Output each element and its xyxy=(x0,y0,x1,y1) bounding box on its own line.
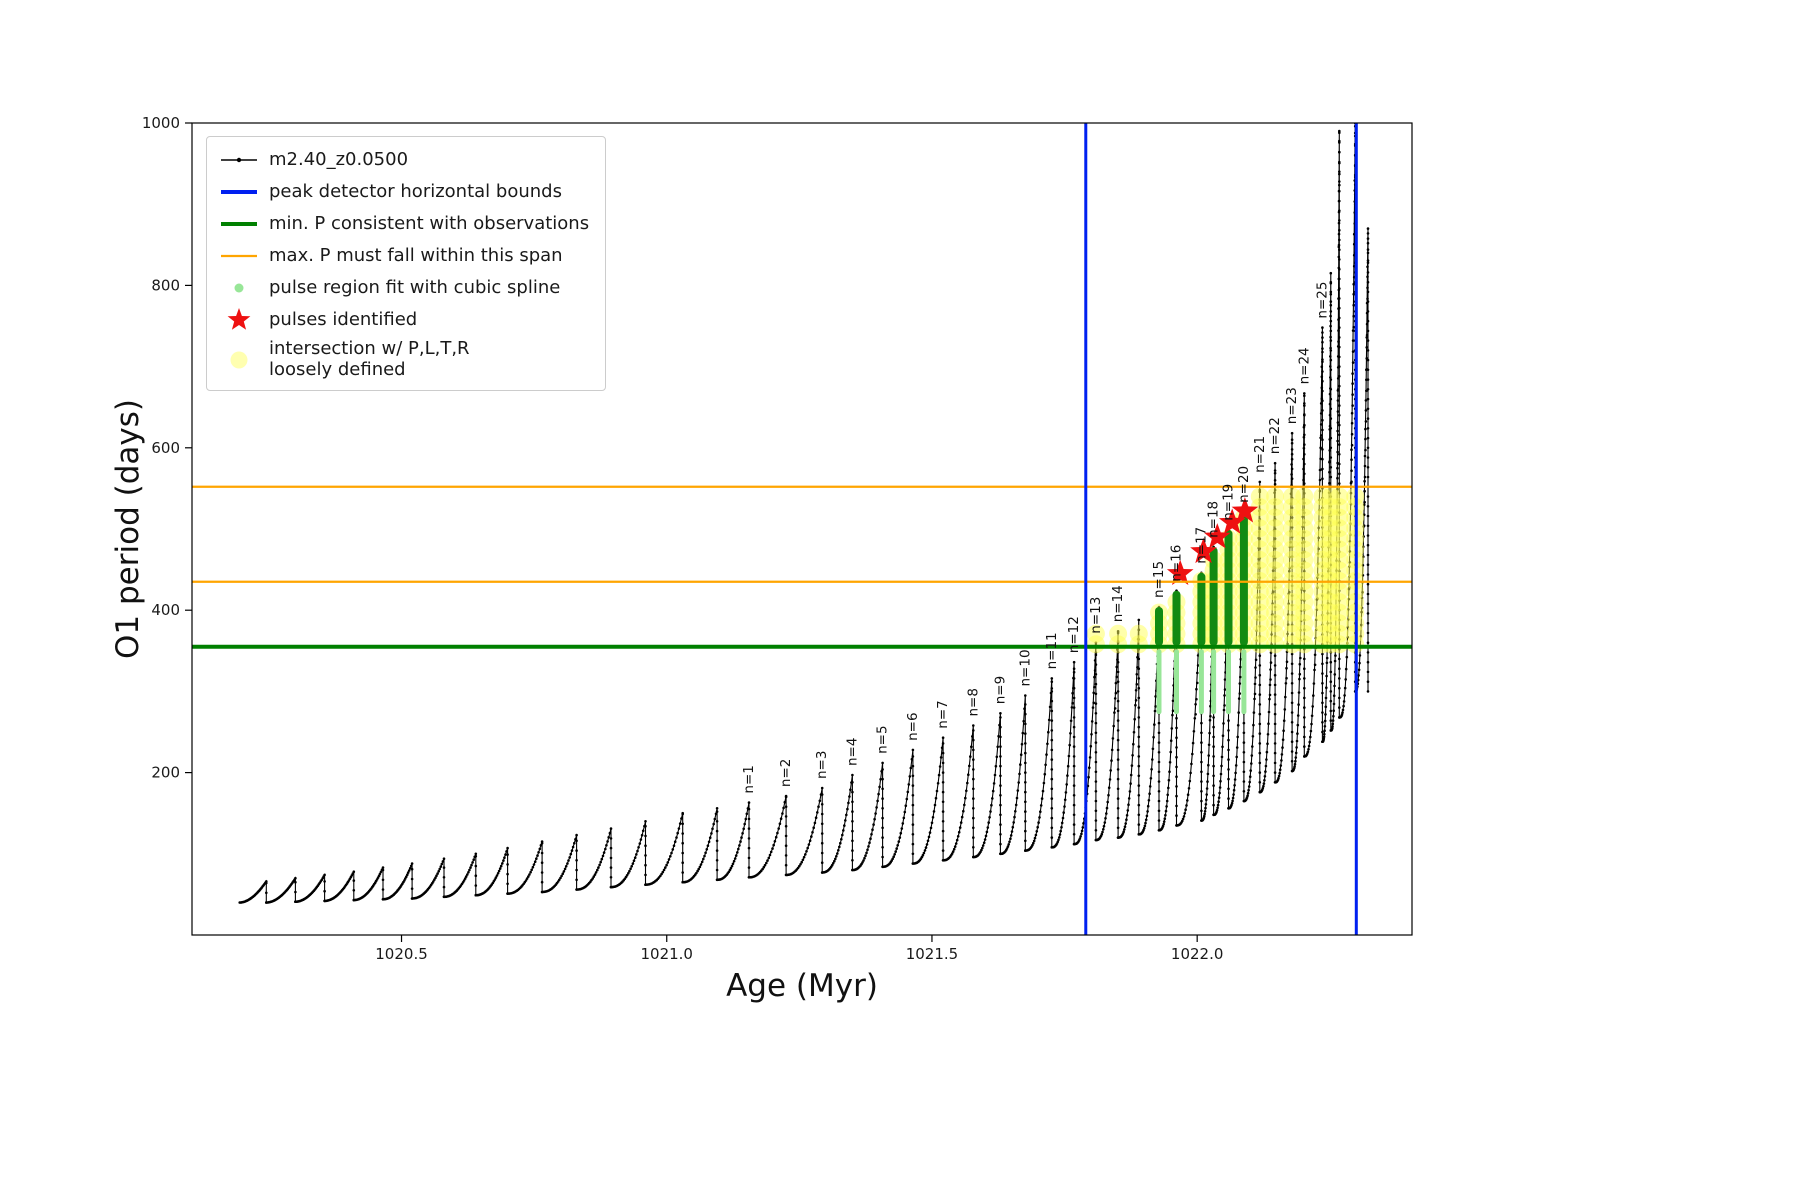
svg-text:n=11: n=11 xyxy=(1044,632,1060,669)
legend-label-4: pulse region fit with cubic spline xyxy=(269,276,561,298)
spline-fit-bars xyxy=(1155,511,1248,646)
svg-text:n=1: n=1 xyxy=(741,765,757,793)
svg-text:400: 400 xyxy=(151,601,180,619)
y-axis-label: O1 period (days) xyxy=(110,399,146,659)
svg-text:n=15: n=15 xyxy=(1151,561,1167,598)
legend-label-1: peak detector horizontal bounds xyxy=(269,180,562,202)
line-swatch-icon xyxy=(219,179,259,205)
svg-text:n=13: n=13 xyxy=(1088,597,1104,634)
svg-text:n=22: n=22 xyxy=(1267,417,1283,454)
svg-text:n=20: n=20 xyxy=(1236,466,1252,503)
svg-text:n=25: n=25 xyxy=(1314,282,1330,319)
line-swatch-icon xyxy=(219,147,259,173)
svg-text:n=7: n=7 xyxy=(935,700,951,728)
svg-text:n=17: n=17 xyxy=(1193,527,1209,564)
svg-text:n=24: n=24 xyxy=(1296,347,1312,384)
svg-text:800: 800 xyxy=(151,276,180,294)
legend-item-4: pulse region fit with cubic spline xyxy=(219,275,589,301)
y-ticks: 200 400 600 800 1000 xyxy=(142,114,192,782)
svg-text:1021.0: 1021.0 xyxy=(640,945,693,963)
legend-item-6: intersection w/ P,L,T,R loosely defined xyxy=(219,338,589,380)
x-axis-label: Age (Myr) xyxy=(726,968,878,1004)
svg-text:n=18: n=18 xyxy=(1206,501,1222,538)
dot-marker-icon xyxy=(219,347,259,373)
svg-text:n=10: n=10 xyxy=(1017,649,1033,686)
legend-item-3: max. P must fall within this span xyxy=(219,243,589,269)
legend-item-2: min. P consistent with observations xyxy=(219,211,589,237)
svg-text:n=16: n=16 xyxy=(1169,545,1185,582)
spline-fit-lower xyxy=(1156,649,1247,715)
svg-text:n=6: n=6 xyxy=(905,712,921,740)
svg-text:n=23: n=23 xyxy=(1284,387,1300,424)
legend-item-0: m2.40_z0.0500 xyxy=(219,147,589,173)
star-icon xyxy=(219,307,259,333)
svg-text:n=21: n=21 xyxy=(1252,436,1268,473)
axes-frame xyxy=(191,122,1413,936)
legend-label-0: m2.40_z0.0500 xyxy=(269,148,409,170)
x-ticks: 1020.5 1021.0 1021.5 1022.0 xyxy=(375,935,1223,963)
legend-label-2: min. P consistent with observations xyxy=(269,212,590,234)
line-swatch-icon xyxy=(219,211,259,237)
svg-text:1000: 1000 xyxy=(142,114,180,132)
svg-text:n=12: n=12 xyxy=(1066,616,1082,653)
legend-item-5: pulses identified xyxy=(219,307,589,333)
svg-text:1021.5: 1021.5 xyxy=(906,945,959,963)
legend-label-5: pulses identified xyxy=(269,308,418,330)
legend-item-1: peak detector horizontal bounds xyxy=(219,179,589,205)
svg-text:200: 200 xyxy=(151,764,180,782)
svg-text:n=8: n=8 xyxy=(965,688,981,716)
svg-text:n=3: n=3 xyxy=(814,751,830,779)
pulse-stars xyxy=(1166,497,1259,585)
svg-text:n=4: n=4 xyxy=(844,738,860,766)
svg-text:n=14: n=14 xyxy=(1110,585,1126,622)
svg-text:1022.0: 1022.0 xyxy=(1171,945,1224,963)
svg-text:n=5: n=5 xyxy=(875,725,891,753)
svg-text:n=19: n=19 xyxy=(1221,484,1237,521)
pulse-number-labels: n=1 n=2 n=3 n=4 n=5 n=6 n=7 n=8 n=9 n=10 n=11 n=12 n… xyxy=(741,282,1330,794)
svg-text:n=2: n=2 xyxy=(778,759,794,787)
svg-text:n=9: n=9 xyxy=(992,676,1008,704)
line-swatch-icon xyxy=(219,243,259,269)
svg-text:1020.5: 1020.5 xyxy=(375,945,428,963)
legend-label-3: max. P must fall within this span xyxy=(269,244,563,266)
svg-text:600: 600 xyxy=(151,439,180,457)
intersection-scatter xyxy=(1086,487,1365,654)
legend-label-6: intersection w/ P,L,T,R loosely defined xyxy=(269,338,470,380)
dot-marker-icon xyxy=(219,275,259,301)
